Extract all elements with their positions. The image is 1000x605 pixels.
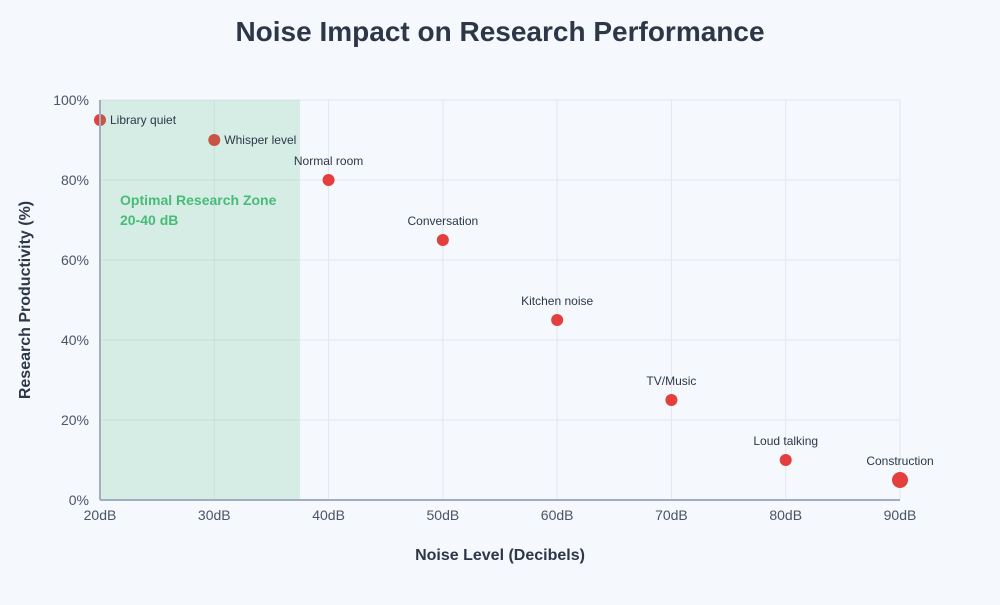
x-tick-label: 80dB: [769, 507, 802, 523]
axes: 20dB 30dB 40dB 50dB 60dB 70dB 80dB 90dB 0% 20% 40%…: [53, 92, 916, 523]
data-point-label: Construction: [866, 454, 933, 468]
x-tick-label: 50dB: [427, 507, 460, 523]
optimal-zone: [100, 100, 300, 500]
y-axis-label: Research Productivity (%): [17, 201, 34, 399]
x-tick-label: 20dB: [84, 507, 117, 523]
data-point: [436, 234, 449, 246]
data-point: [665, 394, 678, 406]
y-tick-label: 20%: [61, 412, 89, 428]
data-point: [779, 454, 792, 466]
y-tick-label: 80%: [61, 172, 89, 188]
points: [94, 114, 908, 488]
chart-title: Noise Impact on Research Performance: [235, 16, 764, 47]
grid: [99, 99, 901, 501]
data-point-label: Library quiet: [110, 113, 177, 127]
x-tick-label: 70dB: [655, 507, 688, 523]
data-point-label: Whisper level: [224, 133, 296, 147]
zone-label-line2: 20-40 dB: [120, 212, 178, 228]
y-tick-label: 100%: [53, 92, 89, 108]
data-point: [551, 314, 564, 326]
data-point-label: TV/Music: [646, 374, 696, 388]
x-axis-label: Noise Level (Decibels): [415, 547, 585, 564]
data-point: [208, 134, 221, 146]
y-tick-label: 40%: [61, 332, 89, 348]
y-tick-label: 60%: [61, 252, 89, 268]
data-point: [322, 174, 335, 186]
data-point-label: Kitchen noise: [521, 294, 593, 308]
x-tick-label: 40dB: [312, 507, 345, 523]
point-labels: Library quiet Whisper level Normal room Con…: [110, 113, 934, 468]
data-point-label: Loud talking: [753, 434, 818, 448]
y-tick-label: 0%: [69, 492, 89, 508]
data-point: [892, 472, 908, 488]
zone-label-line1: Optimal Research Zone: [120, 192, 277, 208]
x-tick-label: 30dB: [198, 507, 231, 523]
x-tick-label: 90dB: [884, 507, 917, 523]
x-tick-label: 60dB: [541, 507, 574, 523]
data-point-label: Normal room: [294, 154, 363, 168]
data-point-label: Conversation: [407, 214, 478, 228]
